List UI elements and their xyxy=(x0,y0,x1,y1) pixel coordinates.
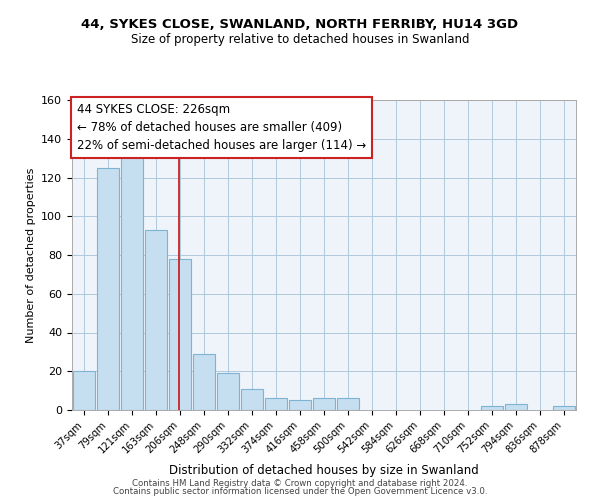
Text: 44 SYKES CLOSE: 226sqm
← 78% of detached houses are smaller (409)
22% of semi-de: 44 SYKES CLOSE: 226sqm ← 78% of detached… xyxy=(77,103,366,152)
Bar xyxy=(553,406,575,410)
Y-axis label: Number of detached properties: Number of detached properties xyxy=(26,168,35,342)
Text: Contains public sector information licensed under the Open Government Licence v3: Contains public sector information licen… xyxy=(113,487,487,496)
Bar xyxy=(481,406,503,410)
Bar xyxy=(97,168,119,410)
Text: Size of property relative to detached houses in Swanland: Size of property relative to detached ho… xyxy=(131,32,469,46)
Bar xyxy=(169,259,191,410)
X-axis label: Distribution of detached houses by size in Swanland: Distribution of detached houses by size … xyxy=(169,464,479,476)
Text: Contains HM Land Registry data © Crown copyright and database right 2024.: Contains HM Land Registry data © Crown c… xyxy=(132,478,468,488)
Bar xyxy=(313,398,335,410)
Bar xyxy=(73,371,95,410)
Bar xyxy=(145,230,167,410)
Bar xyxy=(121,152,143,410)
Bar xyxy=(193,354,215,410)
Text: 44, SYKES CLOSE, SWANLAND, NORTH FERRIBY, HU14 3GD: 44, SYKES CLOSE, SWANLAND, NORTH FERRIBY… xyxy=(82,18,518,30)
Bar xyxy=(241,388,263,410)
Bar xyxy=(505,404,527,410)
Bar xyxy=(217,373,239,410)
Bar xyxy=(265,398,287,410)
Bar xyxy=(337,398,359,410)
Bar xyxy=(289,400,311,410)
